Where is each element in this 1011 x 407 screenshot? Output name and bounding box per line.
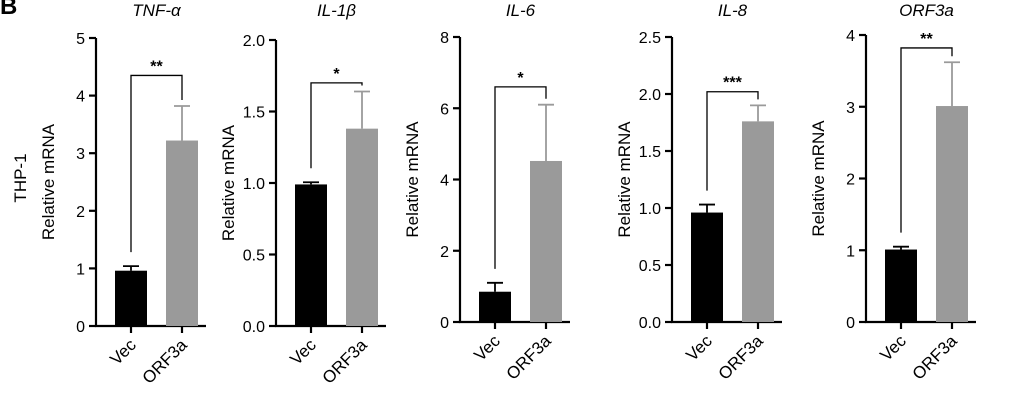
bar-vec: [115, 270, 147, 326]
y-tick-label: 6: [440, 101, 449, 118]
y-tick-label: 5: [76, 31, 85, 48]
bar-vec: [479, 291, 511, 322]
y-tick-label: 4: [440, 173, 449, 190]
y-tick-label: 1.5: [243, 105, 265, 122]
y-tick-label: 8: [440, 30, 449, 47]
x-tick-label: ORF3a: [139, 335, 192, 388]
x-tick-label: ORF3a: [503, 331, 556, 384]
y-tick-label: 0: [440, 315, 449, 332]
y-tick-label: 1.0: [243, 176, 265, 193]
y-tick-label: 1: [76, 261, 85, 278]
error-bar: [123, 265, 139, 271]
x-tick-label: Vec: [286, 335, 320, 369]
chart-title: IL-6: [506, 1, 536, 20]
significance-label: *: [517, 70, 524, 87]
bar-orf3a: [936, 106, 968, 322]
y-tick-label: 2.0: [243, 33, 265, 50]
error-bar: [944, 61, 960, 107]
x-tick-label: Vec: [470, 331, 504, 365]
bar-vec: [691, 212, 723, 322]
row-label: THP-1: [11, 153, 30, 202]
y-tick-label: 0: [76, 319, 85, 336]
significance-bracket: [130, 74, 183, 253]
error-bar: [354, 90, 370, 129]
chart-title: TNF-α: [132, 1, 182, 20]
x-tick-label: Vec: [106, 335, 140, 369]
y-tick-label: 1: [846, 243, 855, 260]
significance-bracket: [494, 86, 547, 269]
y-tick-label: 0: [846, 315, 855, 332]
y-tick-label: 3: [846, 100, 855, 117]
significance-label: *: [333, 66, 340, 83]
y-tick-label: 2: [440, 244, 449, 261]
y-tick-label: 1.5: [639, 144, 661, 161]
x-tick-label: ORF3a: [319, 335, 372, 388]
bar-vec: [295, 184, 327, 326]
significance-label: **: [150, 58, 163, 75]
panel-letter: B: [0, 0, 17, 20]
significance-bracket: [310, 82, 363, 169]
significance-bracket: [706, 91, 759, 191]
bar-orf3a: [346, 128, 378, 326]
x-tick-label: ORF3a: [909, 331, 962, 384]
bar-orf3a: [742, 121, 774, 322]
chart-panel-2: IL-1β Relative mRNA 0.0 0.5 1.0 1.5 2.0 VecORF3…: [219, 1, 386, 388]
error-bar: [174, 105, 190, 141]
y-axis-label: Relative mRNA: [809, 120, 828, 237]
x-tick-label: Vec: [682, 331, 716, 365]
y-tick-label: 2: [846, 172, 855, 189]
error-bar: [538, 103, 554, 161]
y-axis-label: Relative mRNA: [219, 124, 238, 241]
x-tick-label: ORF3a: [715, 331, 768, 384]
y-axis-label: Relative mRNA: [615, 121, 634, 238]
y-tick-label: 2.5: [639, 30, 661, 47]
chart-title: IL-1β: [317, 1, 356, 20]
y-tick-label: 4: [76, 89, 85, 106]
x-tick-label: Vec: [876, 331, 910, 365]
error-bar: [487, 281, 503, 292]
significance-label: ***: [723, 75, 742, 92]
chart-title: ORF3a: [899, 1, 954, 20]
significance-label: **: [920, 31, 933, 48]
error-bar: [893, 245, 909, 250]
chart-title: IL-8: [718, 1, 748, 20]
y-tick-label: 0.0: [243, 319, 265, 336]
error-bar: [303, 181, 319, 185]
y-axis-label: Relative mRNA: [403, 121, 422, 238]
significance-bracket: [900, 47, 953, 233]
chart-panel-4: IL-8 Relative mRNA 0.0 0.5 1.0 1.5 2.0 2.5 VecOR…: [615, 1, 782, 384]
y-tick-label: 2.0: [639, 87, 661, 104]
bar-vec: [885, 249, 917, 322]
y-tick-label: 0.5: [639, 258, 661, 275]
bar-orf3a: [530, 160, 562, 322]
error-bar: [750, 104, 766, 122]
y-tick-label: 1.0: [639, 201, 661, 218]
y-tick-label: 0.0: [639, 315, 661, 332]
y-tick-label: 3: [76, 146, 85, 163]
error-bar: [699, 203, 715, 213]
bar-orf3a: [166, 140, 198, 326]
y-tick-label: 2: [76, 204, 85, 221]
y-axis-label: Relative mRNA: [39, 123, 58, 240]
y-tick-label: 0.5: [243, 248, 265, 265]
y-tick-label: 4: [846, 28, 855, 45]
